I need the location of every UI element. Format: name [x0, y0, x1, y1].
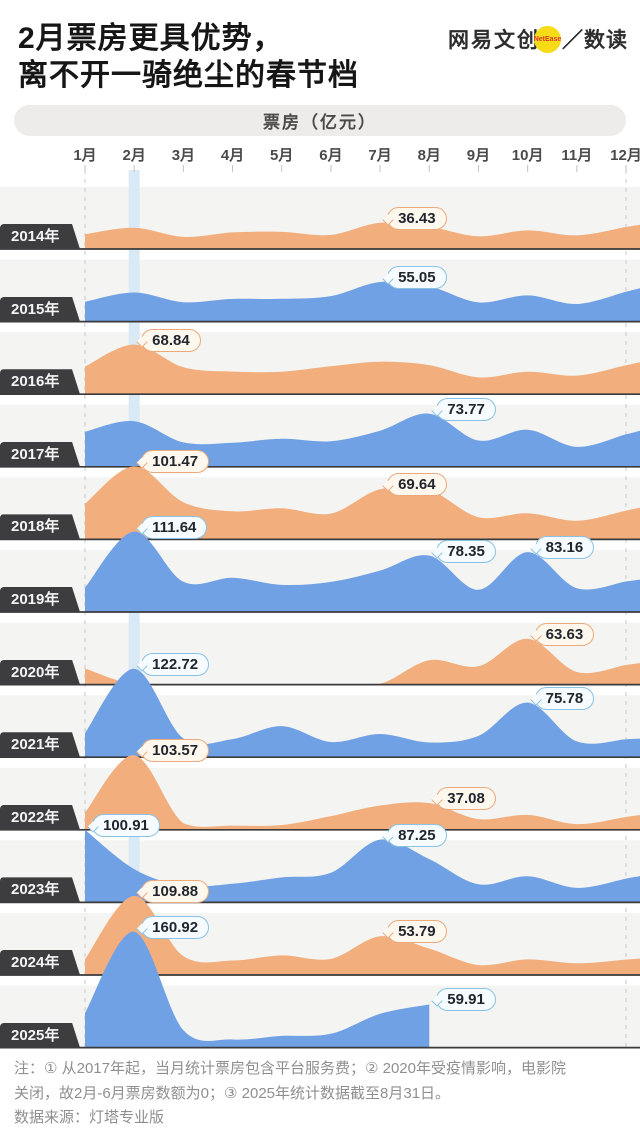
area-2025年	[85, 931, 430, 1048]
netease-badge-icon: NetEase	[533, 25, 562, 53]
peak-callout-2019年-83.16: 83.16	[534, 536, 595, 560]
month-label-10月: 10月	[511, 147, 544, 164]
month-label-9月: 9月	[466, 147, 491, 164]
brand-logo: 网易文创 NetEase ／数读	[448, 24, 628, 54]
title-line-1: 2月票房更具优势，	[18, 22, 284, 55]
area-2020年	[85, 638, 640, 685]
area-2023年	[85, 829, 640, 903]
chart-unit-bar: 票房（亿元）	[14, 105, 626, 136]
year-label-2024年: 2024年	[0, 950, 80, 975]
area-2019年	[85, 531, 640, 612]
peak-callout-2019年-111.64: 111.64	[141, 515, 208, 539]
year-label-2023年: 2023年	[0, 877, 80, 902]
year-label-2020年: 2020年	[0, 660, 80, 685]
peak-callout-2022年-103.57: 103.57	[141, 739, 210, 763]
peak-callout-2015年-55.05: 55.05	[387, 265, 447, 289]
peak-callout-2018年-69.64: 69.64	[387, 473, 447, 497]
unit-label: 票房（亿元）	[263, 113, 377, 132]
footnote-line-1: 注：① 从2017年起，当月统计票房包含平台服务费；② 2020年受疫情影响，电…	[14, 1060, 566, 1077]
peak-callout-2025年-160.92: 160.92	[141, 915, 210, 939]
year-label-2022年: 2022年	[0, 805, 80, 830]
peak-callout-2016年-68.84: 68.84	[141, 328, 201, 352]
month-label-7月: 7月	[368, 147, 392, 164]
year-label-2021年: 2021年	[0, 732, 80, 757]
peak-callout-2021年-122.72: 122.72	[141, 652, 210, 676]
year-label-2019年: 2019年	[0, 587, 80, 612]
peak-callout-2024年-53.79: 53.79	[387, 920, 447, 944]
year-label-2018年: 2018年	[0, 514, 80, 539]
netease-badge-text: NetEase	[533, 35, 562, 43]
peak-callout-2023年-87.25: 87.25	[387, 823, 447, 847]
month-label-1月: 1月	[73, 147, 97, 164]
month-label-5月: 5月	[270, 147, 294, 164]
data-source: 数据来源：灯塔专业版	[14, 1109, 165, 1126]
year-label-2014年: 2014年	[0, 224, 80, 249]
year-label-2016年: 2016年	[0, 369, 80, 394]
area-2018年	[85, 466, 640, 540]
month-label-8月: 8月	[417, 147, 441, 164]
area-2017年	[85, 413, 640, 467]
peak-callout-2024年-109.88: 109.88	[141, 879, 210, 903]
area-2016年	[85, 344, 640, 395]
page-title: 2月票房更具优势， 离不开一骑绝尘的春节档	[18, 20, 359, 94]
brand-sub: ／数读	[562, 29, 628, 52]
area-2015年	[85, 281, 640, 322]
month-label-6月: 6月	[319, 147, 343, 164]
peak-callout-2022年-37.08: 37.08	[436, 787, 496, 811]
area-2021年	[85, 668, 640, 758]
peak-callout-2017年-73.77: 73.77	[436, 397, 496, 421]
peak-callout-2025年-59.91: 59.91	[436, 988, 496, 1012]
month-label-12月: 12月	[610, 147, 640, 164]
peak-callout-2021年-75.78: 75.78	[534, 686, 595, 710]
month-label-2月: 2月	[122, 147, 146, 164]
peak-callout-2023年-100.91: 100.91	[92, 813, 160, 837]
peak-callout-2020年-63.63: 63.63	[534, 622, 595, 646]
year-label-2017年: 2017年	[0, 442, 80, 467]
year-label-2015年: 2015年	[0, 297, 80, 322]
peak-callout-2018年-101.47: 101.47	[141, 450, 210, 474]
year-label-2025年: 2025年	[0, 1023, 80, 1048]
month-label-11月: 11月	[561, 147, 593, 164]
peak-callout-2019年-78.35: 78.35	[436, 539, 496, 563]
month-label-4月: 4月	[220, 147, 245, 164]
footnotes: 注：① 从2017年起，当月统计票房包含平台服务费；② 2020年受疫情影响，电…	[14, 1056, 630, 1106]
footnote-line-2: 关闭，故2月-6月票房数额为0；③ 2025年统计数据截至8月31日。	[14, 1085, 451, 1102]
month-label-3月: 3月	[171, 147, 196, 164]
area-2014年	[85, 222, 640, 249]
title-line-2: 离不开一骑绝尘的春节档	[18, 59, 359, 92]
brand-name: 网易文创	[448, 29, 540, 52]
peak-callout-2014年-36.43: 36.43	[387, 206, 447, 230]
